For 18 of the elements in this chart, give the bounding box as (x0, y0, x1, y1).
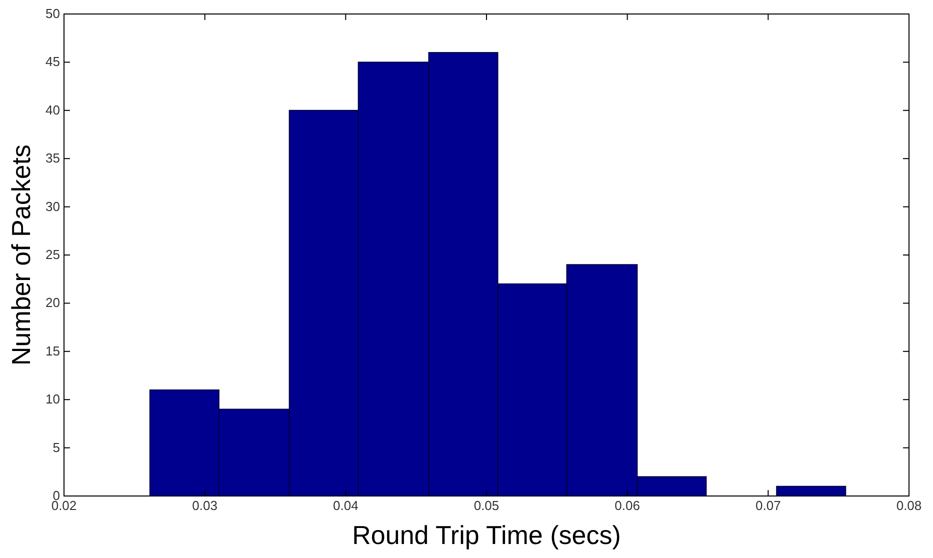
y-tick-label: 15 (46, 343, 60, 358)
x-tick-label: 0.05 (474, 498, 500, 513)
y-tick-label: 45 (46, 54, 60, 70)
y-tick-label: 10 (46, 392, 60, 407)
y-tick-label: 25 (46, 247, 60, 262)
y-tick-label: 20 (46, 295, 60, 310)
y-tick-label: 5 (52, 440, 60, 455)
x-tick-label: 0.03 (192, 498, 218, 513)
x-axis-title: Round Trip Time (secs) (352, 520, 621, 550)
x-tick-label: 0.06 (614, 498, 640, 513)
y-tick-label: 35 (46, 150, 60, 166)
y-tick-label: 50 (46, 6, 60, 21)
x-tick-label: 0.08 (896, 498, 922, 513)
y-tick-label: 30 (46, 198, 60, 214)
y-tick-label: 40 (46, 102, 60, 118)
y-axis-title: Number of Packets (6, 144, 36, 366)
x-tick-label: 0.07 (756, 498, 781, 513)
x-tick-label: 0.04 (333, 498, 358, 513)
